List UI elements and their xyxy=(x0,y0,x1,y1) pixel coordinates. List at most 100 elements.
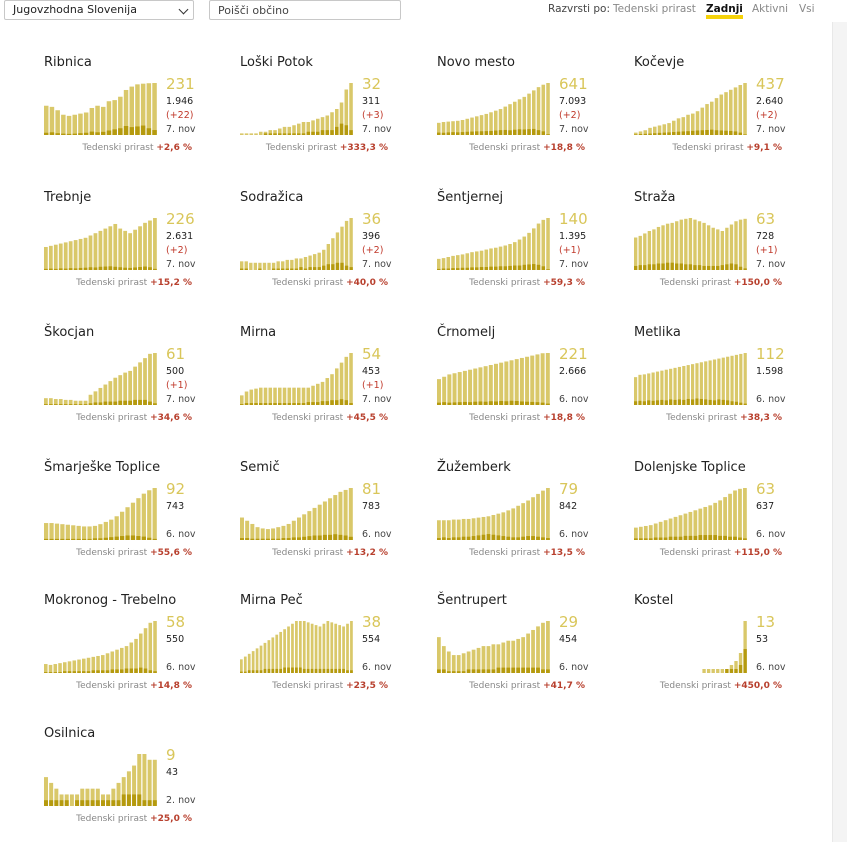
new-cases-bar xyxy=(647,400,651,405)
municipality-card[interactable]: Šentrupert 29 454 6. nov Tedenski prirast +4… xyxy=(437,593,627,713)
municipality-card[interactable]: Ribnica 231 1.946 (+22) 7. nov Tedenski prira… xyxy=(44,55,234,175)
active-bar xyxy=(44,246,48,270)
sort-option-all[interactable]: Vsi xyxy=(799,3,815,15)
municipality-card[interactable]: Novo mesto 641 7.093 (+2) 7. nov Tedenski pri… xyxy=(437,55,627,175)
municipality-card[interactable]: Kočevje 437 2.640 (+2) 7. nov Tedenski priras… xyxy=(634,55,824,175)
municipality-card[interactable]: Loški Potok 32 311 (+3) 7. nov Tedenski prira… xyxy=(240,55,430,175)
municipality-card[interactable]: Metlika 112 1.598 6. nov Tedenski prirast +3… xyxy=(634,325,824,445)
active-bar xyxy=(471,649,476,673)
new-cases-bar xyxy=(91,670,96,673)
new-cases-bar xyxy=(53,268,58,270)
active-cases: 641 xyxy=(559,75,588,93)
active-bar xyxy=(124,646,129,673)
new-cases-bar xyxy=(451,132,455,135)
scrollbar[interactable] xyxy=(832,22,847,842)
sparkline-chart xyxy=(437,218,550,270)
new-cases-bar xyxy=(54,538,60,540)
new-cases-bar xyxy=(133,267,137,270)
active-bar xyxy=(76,525,81,540)
new-cases-bar xyxy=(49,800,54,806)
municipality-card[interactable]: Sodražica 36 396 (+2) 7. nov Tedenski prirast… xyxy=(240,190,430,310)
search-input[interactable] xyxy=(209,0,401,20)
municipality-card[interactable]: Šmarješke Toplice 92 743 6. nov Tedenski pri… xyxy=(44,460,234,580)
active-bar xyxy=(302,621,306,673)
active-bar xyxy=(148,220,152,270)
new-cases-bar xyxy=(110,669,115,673)
new-cases-bar xyxy=(279,668,283,673)
weekly-growth-value: +14,8 % xyxy=(150,681,192,691)
active-bar xyxy=(82,526,87,540)
municipality-card[interactable]: Škocjan 61 500 (+1) 7. nov Tedenski prirast +… xyxy=(44,325,234,445)
municipality-card[interactable]: Straža 63 728 (+1) 7. nov Tedenski prirast +1… xyxy=(634,190,824,310)
municipality-card[interactable]: Trebnje 226 2.631 (+2) 7. nov Tedenski priras… xyxy=(44,190,234,310)
active-bar xyxy=(738,653,743,673)
new-cases-bar xyxy=(662,132,667,135)
new-cases-bar xyxy=(470,267,474,270)
active-bar xyxy=(655,371,660,405)
active-bar xyxy=(496,513,501,540)
weekly-growth: Tedenski prirast +38,3 % xyxy=(666,413,782,423)
new-cases-bar xyxy=(103,266,108,270)
active-bar xyxy=(531,629,535,673)
active-bar xyxy=(489,248,493,270)
active-bar xyxy=(291,520,296,540)
active-bar xyxy=(96,655,100,673)
new-cases-bar xyxy=(73,268,78,270)
sort-option-latest[interactable]: Zadnji xyxy=(706,3,743,19)
new-cases-bar xyxy=(668,536,673,540)
active-bar xyxy=(546,83,550,135)
active-bar xyxy=(311,120,315,135)
new-cases-bar xyxy=(738,537,742,540)
new-cases-bar xyxy=(282,403,287,405)
new-cases-bar xyxy=(98,266,103,270)
new-cases-bar xyxy=(106,800,111,806)
region-select[interactable]: Jugovzhodna Slovenija xyxy=(4,0,194,20)
new-cases-bar xyxy=(643,133,648,135)
new-cases-bar xyxy=(281,268,285,270)
active-bar xyxy=(658,521,663,540)
active-bar xyxy=(108,226,113,270)
new-cases-bar xyxy=(739,402,743,405)
active-bar xyxy=(282,387,287,405)
new-cases-bar xyxy=(53,672,58,673)
municipality-card[interactable]: Mirna 54 453 (+1) 7. nov Tedenski prirast +45… xyxy=(240,325,430,445)
active-bar xyxy=(146,83,152,135)
weekly-growth-label: Tedenski prirast xyxy=(469,548,541,558)
active-bar xyxy=(521,637,526,673)
new-cases-bar xyxy=(339,123,344,135)
municipality-card[interactable]: Šentjernej 140 1.395 (+1) 7. nov Tedenski pri… xyxy=(437,190,627,310)
new-cases-bar xyxy=(541,131,546,135)
active-bar xyxy=(297,517,301,540)
active-bar xyxy=(693,510,698,540)
active-bar xyxy=(95,788,100,806)
sort-option-active[interactable]: Aktivni xyxy=(752,3,789,15)
new-cases-bar xyxy=(437,268,441,270)
municipality-card[interactable]: Semič 81 783 6. nov Tedenski prirast +13,2 % xyxy=(240,460,430,580)
active-cases: 32 xyxy=(362,75,382,93)
weekly-growth-value: +40,0 % xyxy=(346,278,388,288)
municipality-card[interactable]: Žužemberk 79 842 6. nov Tedenski prirast +13… xyxy=(437,460,627,580)
active-bar xyxy=(743,218,747,270)
municipality-card[interactable]: Dolenjske Toplice 63 637 6. nov Tedenski pri… xyxy=(634,460,824,580)
active-bar xyxy=(460,119,465,135)
active-bar xyxy=(83,112,89,135)
new-cases-bar xyxy=(92,538,98,540)
municipality-card[interactable]: Kostel 13 53 6. nov Tedenski prirast +450,0 … xyxy=(634,593,824,713)
municipality-card[interactable]: Mokronog - Trebelno 58 550 6. nov Tedenski p… xyxy=(44,593,234,713)
municipality-card[interactable]: Mirna Peč 38 554 6. nov Tedenski prirast +23… xyxy=(240,593,430,713)
municipality-card[interactable]: Osilnica 9 43 2. nov Tedenski prirast +25,0 … xyxy=(44,726,234,846)
sort-option-weekly[interactable]: Tedenski prirast xyxy=(613,3,696,15)
new-cases-bar xyxy=(499,401,504,405)
active-bar xyxy=(437,258,441,270)
active-bar xyxy=(153,218,157,270)
new-cases-bar xyxy=(476,535,481,540)
active-bar xyxy=(88,235,93,270)
new-cases-bar xyxy=(123,126,129,135)
active-bar xyxy=(340,226,344,270)
last-date: 7. nov xyxy=(756,124,786,135)
active-bar xyxy=(87,526,92,540)
active-bar xyxy=(681,117,686,135)
new-cases-bar xyxy=(335,400,339,405)
new-cases-bar xyxy=(105,670,110,673)
municipality-card[interactable]: Črnomelj 221 2.666 6. nov Tedenski prirast +… xyxy=(437,325,627,445)
